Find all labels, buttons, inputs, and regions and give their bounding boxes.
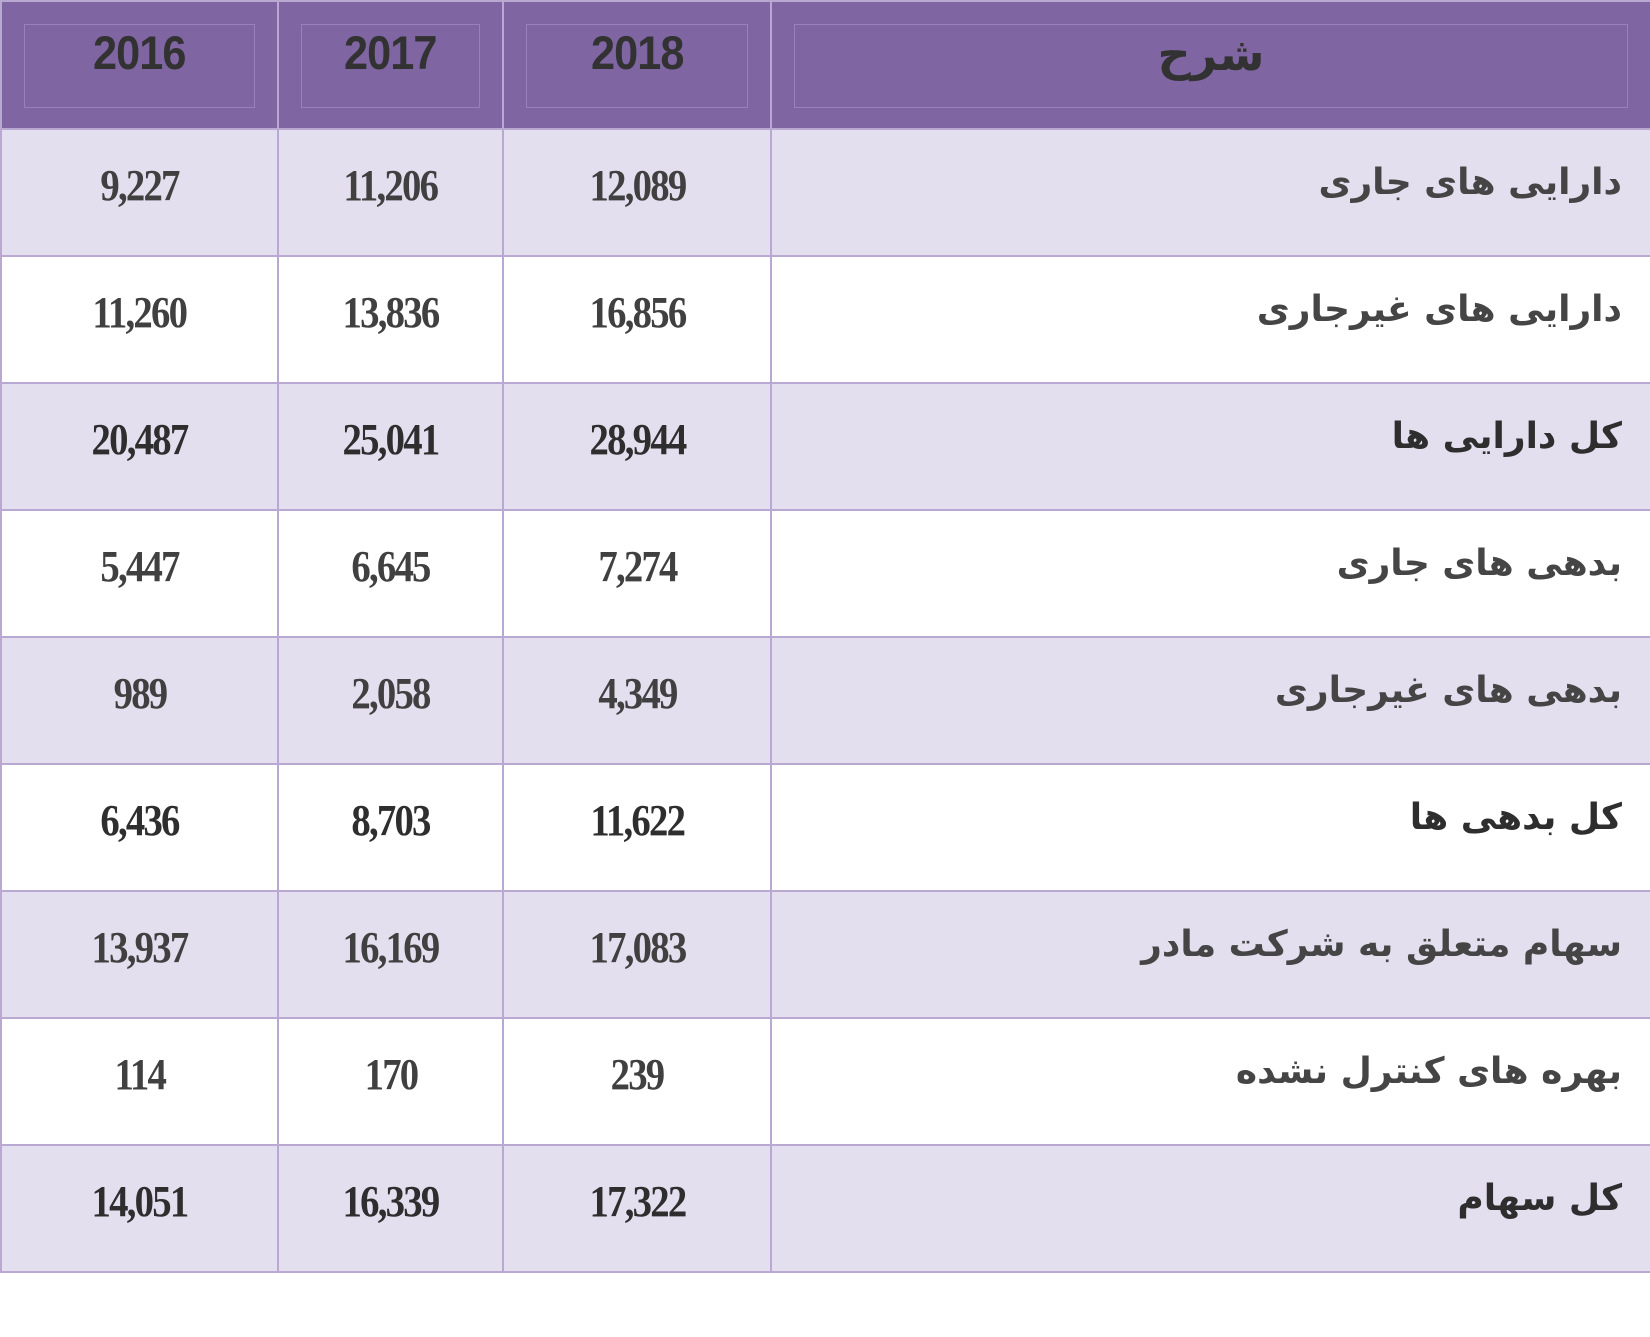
- value-2017: 6,645: [351, 542, 431, 591]
- row-label: بدهی های غیرجاری: [770, 636, 1650, 765]
- cell-2018: 7,274: [502, 509, 772, 638]
- column-header-2017-label: 2017: [344, 26, 437, 79]
- cell-2017: 16,339: [277, 1144, 504, 1273]
- cell-2017: 16,169: [277, 890, 504, 1019]
- row-label: کل بدهی ها: [770, 763, 1650, 892]
- cell-2018: 12,089: [502, 128, 772, 257]
- column-header-description: شرح: [770, 0, 1650, 130]
- value-2018: 11,622: [590, 796, 686, 845]
- cell-2018: 239: [502, 1017, 772, 1146]
- value-2017: 16,169: [342, 923, 441, 972]
- table-row-parent-equity: 13,937 16,169 17,083 سهام متعلق به شرکت …: [0, 890, 1650, 1019]
- column-header-2016: 2016: [0, 0, 279, 130]
- value-2017: 11,206: [343, 161, 440, 210]
- value-2018: 17,083: [589, 923, 687, 972]
- table-row-total-equity: 14,051 16,339 17,322 کل سهام: [0, 1144, 1650, 1273]
- value-2016: 6,436: [100, 796, 180, 845]
- value-2017: 170: [364, 1050, 419, 1099]
- cell-2017: 170: [277, 1017, 504, 1146]
- table-body: 9,227 11,206 12,089 دارایی های جاری 11,2…: [0, 128, 1650, 1273]
- row-label: کل دارایی ها: [770, 382, 1650, 511]
- value-2018: 7,274: [597, 542, 678, 591]
- column-header-2018-label: 2018: [590, 26, 684, 79]
- cell-2018: 16,856: [502, 255, 772, 384]
- table-row-total-liabilities: 6,436 8,703 11,622 کل بدهی ها: [0, 763, 1650, 892]
- cell-2016: 14,051: [0, 1144, 279, 1273]
- cell-2017: 13,836: [277, 255, 504, 384]
- cell-2016: 13,937: [0, 890, 279, 1019]
- cell-2018: 4,349: [502, 636, 772, 765]
- table-row-current-assets: 9,227 11,206 12,089 دارایی های جاری: [0, 128, 1650, 257]
- value-2017: 13,836: [342, 288, 441, 337]
- value-2016: 5,447: [100, 542, 180, 591]
- value-2016: 11,260: [92, 288, 189, 337]
- column-header-2016-label: 2016: [93, 26, 186, 79]
- table-row-total-assets: 20,487 25,041 28,944 کل دارایی ها: [0, 382, 1650, 511]
- value-2016: 14,051: [91, 1177, 190, 1226]
- cell-2018: 11,622: [502, 763, 772, 892]
- value-2018: 12,089: [589, 161, 687, 210]
- cell-2018: 17,083: [502, 890, 772, 1019]
- row-label: بدهی های جاری: [770, 509, 1650, 638]
- column-header-2017: 2017: [277, 0, 504, 130]
- value-2016: 989: [113, 669, 168, 718]
- table-row-current-liabilities: 5,447 6,645 7,274 بدهی های جاری: [0, 509, 1650, 638]
- value-2016: 9,227: [100, 161, 180, 210]
- value-2018: 16,856: [589, 288, 687, 337]
- value-2017: 25,041: [342, 415, 441, 464]
- column-header-2018: 2018: [502, 0, 772, 130]
- cell-2017: 6,645: [277, 509, 504, 638]
- row-label: دارایی های جاری: [770, 128, 1650, 257]
- cell-2016: 9,227: [0, 128, 279, 257]
- cell-2017: 2,058: [277, 636, 504, 765]
- cell-2017: 11,206: [277, 128, 504, 257]
- value-2018: 4,349: [597, 669, 678, 718]
- cell-2016: 6,436: [0, 763, 279, 892]
- value-2018: 239: [610, 1050, 666, 1099]
- value-2016: 114: [114, 1050, 166, 1099]
- row-label: سهام متعلق به شرکت مادر: [770, 890, 1650, 1019]
- cell-2017: 25,041: [277, 382, 504, 511]
- column-header-description-label: شرح: [1157, 27, 1265, 81]
- row-label: دارایی های غیرجاری: [770, 255, 1650, 384]
- row-label: کل سهام: [770, 1144, 1650, 1273]
- cell-2016: 114: [0, 1017, 279, 1146]
- value-2017: 8,703: [351, 796, 431, 845]
- value-2017: 2,058: [351, 669, 431, 718]
- cell-2016: 20,487: [0, 382, 279, 511]
- table-row-noncontrolling-interests: 114 170 239 بهره های کنترل نشده: [0, 1017, 1650, 1146]
- cell-2016: 5,447: [0, 509, 279, 638]
- row-label: بهره های کنترل نشده: [770, 1017, 1650, 1146]
- cell-2017: 8,703: [277, 763, 504, 892]
- cell-2018: 28,944: [502, 382, 772, 511]
- value-2016: 13,937: [91, 923, 190, 972]
- cell-2016: 989: [0, 636, 279, 765]
- value-2016: 20,487: [91, 415, 190, 464]
- value-2018: 17,322: [589, 1177, 687, 1226]
- cell-2016: 11,260: [0, 255, 279, 384]
- value-2018: 28,944: [589, 415, 687, 464]
- header-row: 2016 2017 2018 شرح: [0, 0, 1650, 130]
- cell-2018: 17,322: [502, 1144, 772, 1273]
- table-row-noncurrent-liabilities: 989 2,058 4,349 بدهی های غیرجاری: [0, 636, 1650, 765]
- table-row-noncurrent-assets: 11,260 13,836 16,856 دارایی های غیرجاری: [0, 255, 1650, 384]
- value-2017: 16,339: [342, 1177, 441, 1226]
- balance-sheet-table: 2016 2017 2018 شرح 9,227 11,206 12,089 د…: [0, 0, 1650, 1273]
- table-header: 2016 2017 2018 شرح: [0, 0, 1650, 130]
